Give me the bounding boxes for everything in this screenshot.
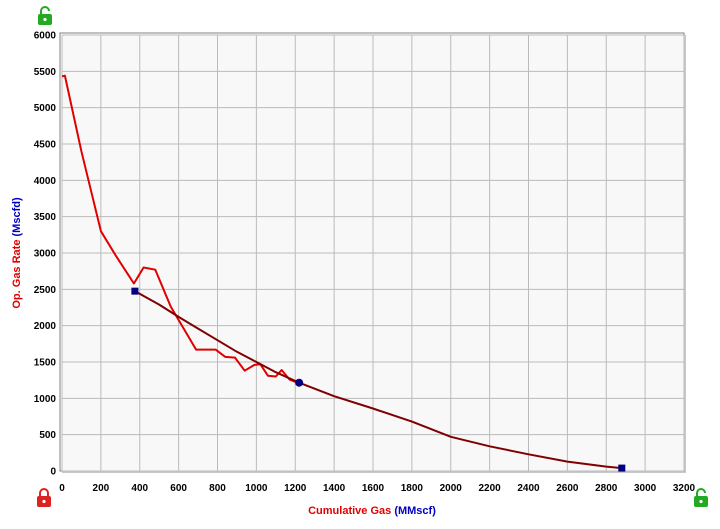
y-tick-label: 1000 [34,394,57,405]
y-tick-label: 4500 [34,140,57,151]
y-tick-label: 4000 [34,176,57,187]
production-data-line [61,74,299,385]
x-tick-label: 2600 [556,483,579,494]
x-axis-title: Cumulative Gas (MMscf) [308,505,436,517]
x-tick-label: 1200 [284,483,307,494]
y-tick-label: 500 [39,430,56,441]
y-axis-title: Op. Gas Rate (Mscfd) [11,197,23,309]
markers-group [131,287,626,472]
y-axis-ticks: 0 500 1000 1500 2000 2500 3000 3500 4000 4500 5000… [34,31,57,478]
lock-top-left-icon[interactable] [38,6,52,25]
grid [61,34,685,472]
x-tick-label: 3200 [673,483,696,494]
x-tick-label: 1600 [362,483,385,494]
x-axis-ticks: 0 200 400 600 800 1000 1200 1400 1600 1800 2000 220… [59,483,695,494]
x-tick-label: 2800 [595,483,618,494]
fit-endpoint-handle[interactable] [618,464,626,472]
x-tick-label: 1800 [401,483,424,494]
series-group [61,74,622,470]
y-tick-label: 3500 [34,212,57,223]
x-tick-label: 2400 [517,483,540,494]
y-axis-label: Op. Gas Rate [11,240,23,309]
y-tick-label: 5000 [34,103,57,114]
y-axis-unit: (Mscfd) [11,197,23,236]
fit-endpoint-handle[interactable] [131,287,139,295]
y-tick-label: 2000 [34,321,57,332]
fit-point-handle[interactable] [295,378,304,387]
x-tick-label: 400 [131,483,148,494]
y-tick-label: 0 [50,467,56,478]
x-tick-label: 200 [93,483,110,494]
decline-fit-line [134,290,622,470]
x-tick-label: 3000 [634,483,657,494]
x-tick-label: 800 [209,483,226,494]
y-tick-label: 2500 [34,285,57,296]
x-axis-unit: (MMscf) [394,505,436,517]
x-tick-label: 2200 [479,483,502,494]
x-tick-label: 1400 [323,483,346,494]
x-tick-label: 0 [59,483,65,494]
x-tick-label: 2000 [440,483,463,494]
x-tick-label: 600 [170,483,187,494]
lock-bottom-left-icon[interactable] [37,488,51,507]
y-tick-label: 3000 [34,249,57,260]
x-tick-label: 1000 [245,483,268,494]
y-tick-label: 5500 [34,67,57,78]
x-axis-label: Cumulative Gas [308,505,391,517]
y-tick-label: 1500 [34,358,57,369]
y-tick-label: 6000 [34,31,57,42]
lock-bottom-right-icon[interactable] [694,488,708,507]
